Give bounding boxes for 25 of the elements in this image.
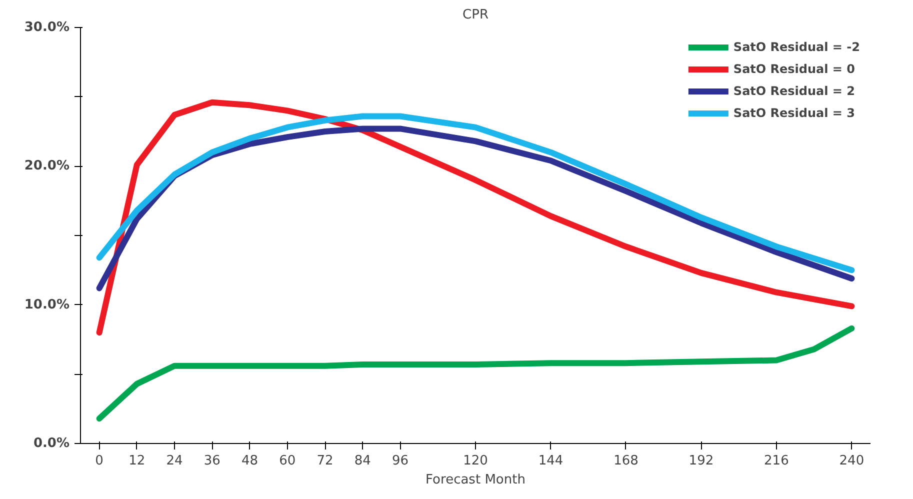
y-tick-label: 10.0%: [24, 297, 70, 312]
x-tick-label: 84: [354, 454, 371, 468]
x-tick-label: 96: [392, 454, 409, 468]
x-tick-label: 192: [688, 454, 714, 468]
x-tick-label: 72: [316, 454, 334, 468]
legend-label: SatO Residual = 0: [733, 62, 856, 76]
x-tick-label: 48: [242, 454, 258, 468]
y-tick-label: 20.0%: [24, 158, 70, 174]
y-tick-label: 0.0%: [33, 436, 70, 451]
legend-label: SatO Residual = -2: [733, 40, 860, 54]
x-tick-label: 144: [538, 454, 564, 468]
x-tick-label: 60: [279, 454, 296, 468]
legend-label: SatO Residual = 2: [733, 84, 856, 98]
x-tick-label: 36: [204, 454, 220, 468]
x-tick-label: 120: [463, 454, 488, 468]
legend-label: SatO Residual = 3: [733, 106, 856, 120]
x-tick-label: 12: [128, 454, 146, 468]
x-tick-label: 24: [166, 454, 183, 468]
x-tick-label: 168: [614, 454, 638, 468]
y-tick-label: 30.0%: [24, 20, 70, 35]
chart-title: CPR: [462, 8, 488, 22]
x-tick-label: 0: [95, 454, 104, 468]
x-axis-title: Forecast Month: [426, 472, 526, 488]
x-tick-label: 216: [764, 454, 789, 468]
x-tick-label: 240: [839, 454, 864, 468]
